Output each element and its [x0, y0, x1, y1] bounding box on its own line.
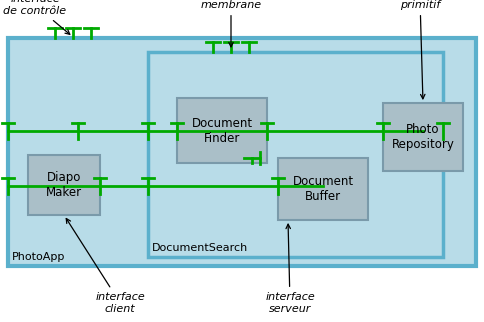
Bar	[148, 52, 442, 257]
Text: PhotoApp: PhotoApp	[12, 252, 65, 262]
Text: interface
client: interface client	[66, 219, 145, 314]
Bar	[382, 103, 462, 171]
Text: interface
de contrôle: interface de contrôle	[3, 0, 70, 34]
Text: Document
Buffer: Document Buffer	[292, 175, 353, 203]
Bar	[28, 155, 100, 215]
Bar	[277, 158, 367, 220]
Bar	[8, 38, 475, 266]
Text: membrane: membrane	[200, 0, 261, 47]
Text: Photo
Repository: Photo Repository	[391, 123, 454, 151]
Text: DocumentSearch: DocumentSearch	[151, 243, 248, 253]
Text: composant
primitif: composant primitif	[388, 0, 450, 99]
Text: interface
serveur: interface serveur	[265, 224, 314, 314]
Text: Document
Finder: Document Finder	[191, 117, 252, 145]
Text: Diapo
Maker: Diapo Maker	[46, 171, 82, 199]
Bar	[177, 98, 267, 163]
